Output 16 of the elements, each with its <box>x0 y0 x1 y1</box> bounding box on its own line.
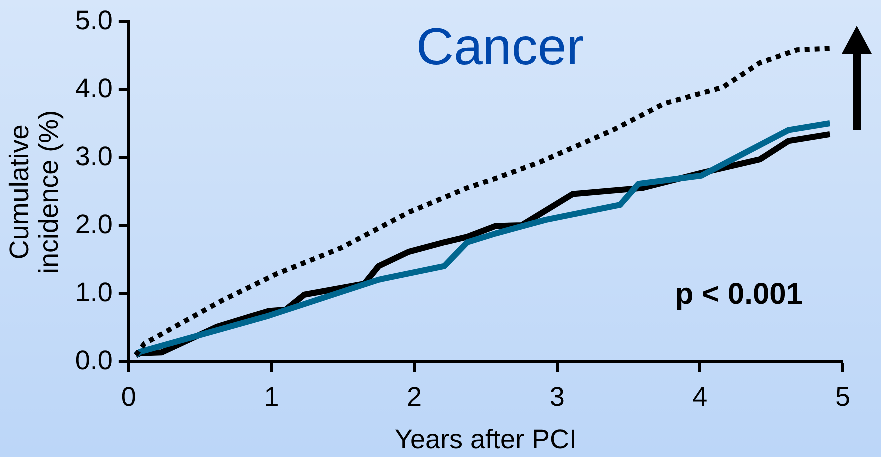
y-tick-label: 0.0 <box>75 346 113 376</box>
y-tick-label: 3.0 <box>75 142 113 172</box>
y-tick-label: 5.0 <box>75 6 113 36</box>
y-tick-label: 4.0 <box>75 74 113 104</box>
y-tick-label: 2.0 <box>75 210 113 240</box>
x-tick-label: 5 <box>835 382 851 412</box>
x-tick-label: 1 <box>264 382 280 412</box>
x-tick-label: 0 <box>121 382 136 412</box>
x-tick-label: 4 <box>692 382 708 412</box>
chart-title: Cancer <box>416 18 584 77</box>
x-tick-label: 3 <box>550 382 565 412</box>
x-axis-title: Years after PCI <box>394 424 578 454</box>
y-axis-title: Cumulative incidence (%) <box>4 110 64 274</box>
x-tick-label: 2 <box>407 382 422 412</box>
y-tick-label: 1.0 <box>75 278 113 308</box>
annotation: p < 0.001 <box>675 278 803 312</box>
